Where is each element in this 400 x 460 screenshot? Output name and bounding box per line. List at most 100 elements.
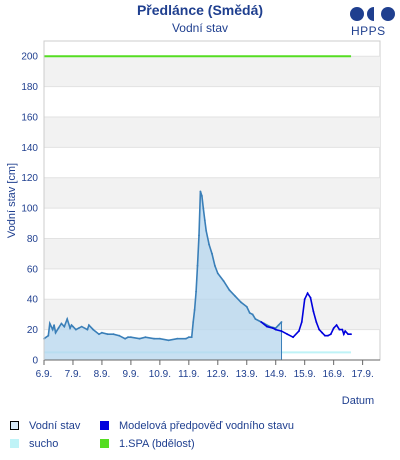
water-level-point <box>199 190 202 193</box>
water-level-area <box>44 191 282 360</box>
water-level-point <box>195 290 198 293</box>
water-level-line <box>43 191 283 342</box>
water-level-point <box>277 324 280 326</box>
x-axis-title: Datum <box>342 395 374 407</box>
forecast-point <box>347 333 349 336</box>
water-level-point <box>80 325 83 328</box>
x-tick-label: 11.9. <box>178 369 200 380</box>
water-level-point <box>63 325 66 328</box>
y-tick-label: 120 <box>21 173 38 184</box>
water-level-point <box>47 334 50 337</box>
x-tick-label: 8.9. <box>94 369 111 380</box>
forecast-point <box>271 327 274 329</box>
x-tick-label: 15.9. <box>294 369 316 380</box>
water-level-point <box>106 333 109 336</box>
forecast-point <box>309 296 312 299</box>
legend-label: sucho <box>29 438 59 450</box>
water-level-point <box>176 337 179 340</box>
water-level-point <box>167 339 170 342</box>
water-level-point <box>248 312 251 314</box>
y-axis-title: Vodní stav [cm] <box>6 163 18 238</box>
water-level-point <box>60 322 63 325</box>
grid-band <box>44 177 380 209</box>
water-level-point <box>234 295 237 298</box>
water-level-point <box>88 324 90 326</box>
water-level-point <box>57 327 60 329</box>
water-level-point <box>51 328 54 331</box>
legend-swatch <box>100 421 109 430</box>
grid-band <box>44 116 380 148</box>
water-level-point <box>98 333 100 336</box>
water-level-point <box>53 324 55 326</box>
water-level-point <box>72 325 74 328</box>
grid-band <box>44 56 380 87</box>
water-level-point <box>127 336 129 339</box>
y-tick-label: 100 <box>21 204 38 215</box>
water-level-point <box>201 195 203 197</box>
forecast-point <box>266 325 268 328</box>
forecast-point <box>318 328 321 331</box>
water-level-point <box>251 313 254 316</box>
forecast-point <box>300 321 303 323</box>
legend-label: Modelová předpověď vodního stavu <box>119 420 294 432</box>
water-level-point <box>211 252 213 255</box>
forecast-point <box>306 292 309 295</box>
forecast-point <box>338 328 341 331</box>
forecast-point <box>332 327 335 329</box>
water-level-point <box>54 331 57 334</box>
forecast-point <box>315 321 318 323</box>
legend-item-predpoved: Modelová předpověď vodního stavu <box>100 420 294 432</box>
legend-item-spa: 1.SPA (bdělost) <box>100 438 195 450</box>
forecast-point <box>292 336 294 339</box>
forecast-point <box>286 333 289 336</box>
water-level-point <box>124 337 126 340</box>
water-level-point <box>69 327 71 329</box>
y-tick-label: 80 <box>27 234 39 245</box>
water-level-point <box>203 219 206 222</box>
forecast-point <box>350 333 352 336</box>
water-level-point <box>240 301 242 304</box>
y-tick-label: 60 <box>27 264 39 275</box>
y-tick-label: 160 <box>21 112 38 123</box>
water-level-point <box>214 264 216 267</box>
forecast-point <box>335 324 338 326</box>
water-level-point <box>112 333 115 336</box>
water-level-point <box>245 305 248 308</box>
water-level-point <box>144 336 147 339</box>
water-level-point <box>190 336 193 339</box>
y-tick-label: 40 <box>27 295 39 306</box>
water-level-point <box>70 324 73 326</box>
water-level-point <box>198 234 200 237</box>
water-level-point <box>66 318 69 320</box>
legend-item-vodni-stav: Vodní stav <box>10 420 80 432</box>
water-level-point <box>77 327 80 329</box>
water-level-point <box>92 328 95 331</box>
forecast-point <box>329 333 332 336</box>
legend-item-sucho: sucho <box>10 438 58 450</box>
water-level-point <box>196 264 199 267</box>
water-level-point <box>254 318 257 320</box>
y-tick-label: 180 <box>21 82 38 93</box>
y-tick-label: 200 <box>21 52 38 63</box>
y-tick-label: 140 <box>21 143 38 154</box>
water-level-point <box>187 336 190 339</box>
legend-swatch <box>10 439 19 448</box>
hpps-logo <box>350 7 395 21</box>
forecast-point <box>312 310 315 313</box>
water-level-point <box>118 334 121 337</box>
chart-subtitle: Vodní stav <box>171 21 229 35</box>
water-level-point <box>101 331 103 334</box>
water-level-point <box>205 230 208 232</box>
y-tick-label: 0 <box>32 356 38 367</box>
legend-swatch <box>10 421 19 430</box>
forecast-point <box>280 330 283 332</box>
x-tick-label: 9.9. <box>123 369 140 380</box>
water-level-point <box>48 322 51 325</box>
water-level-point <box>86 328 89 331</box>
water-level-point <box>228 289 231 291</box>
x-tick-label: 16.9. <box>323 369 345 380</box>
x-tick-label: 10.9. <box>149 369 171 380</box>
forecast-point <box>342 333 345 336</box>
water-level-point <box>185 337 187 340</box>
